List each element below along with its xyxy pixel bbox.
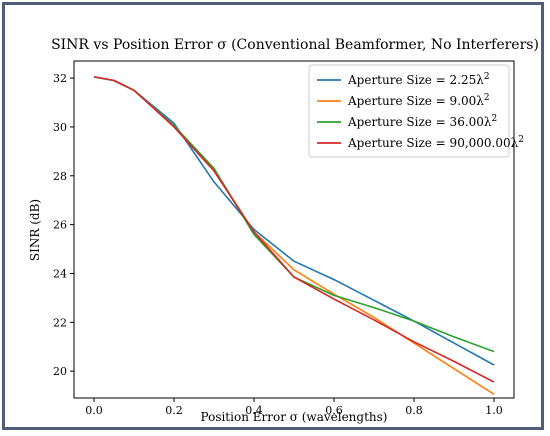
y-tick-label: 24 xyxy=(53,267,67,280)
y-tick-label: 30 xyxy=(53,121,67,134)
y-tick-label: 28 xyxy=(53,170,67,183)
y-axis-label: SINR (dB) xyxy=(28,199,42,261)
x-tick-label: 1.0 xyxy=(485,404,503,417)
x-tick-label: 0.4 xyxy=(245,404,263,417)
plot-area xyxy=(73,60,515,399)
y-tick-label: 20 xyxy=(53,365,67,378)
legend-label-0: Aperture Size = 2.25λ2 xyxy=(347,72,490,87)
sinr-line-chart: SINR vs Position Error σ (Conventional B… xyxy=(28,37,539,424)
x-tick-label: 0.2 xyxy=(165,404,183,417)
x-axis: 0.0 0.2 0.4 0.6 0.8 1.0 xyxy=(85,398,503,417)
figure-frame: SINR vs Position Error σ (Conventional B… xyxy=(2,2,544,430)
series-line-3 xyxy=(93,76,495,383)
chart-title: SINR vs Position Error σ (Conventional B… xyxy=(51,37,539,53)
x-axis-label: Position Error σ (wavelengths) xyxy=(201,410,388,424)
y-tick-label: 32 xyxy=(53,72,67,85)
legend-box xyxy=(308,64,510,158)
y-tick-label: 26 xyxy=(53,219,67,232)
x-tick-label: 0.6 xyxy=(325,404,343,417)
legend-label-3: Aperture Size = 90,000.00λ2 xyxy=(347,135,524,150)
legend-label-2: Aperture Size = 36.00λ2 xyxy=(347,114,497,129)
y-tick-label: 22 xyxy=(53,316,67,329)
y-axis: 20 22 24 26 28 30 32 xyxy=(53,72,74,378)
x-tick-label: 0.8 xyxy=(405,404,423,417)
x-tick-label: 0.0 xyxy=(85,404,103,417)
series-lines xyxy=(93,76,495,395)
legend: Aperture Size = 2.25λ2 Aperture Size = 9.… xyxy=(308,64,524,158)
legend-label-1: Aperture Size = 9.00λ2 xyxy=(347,93,490,108)
